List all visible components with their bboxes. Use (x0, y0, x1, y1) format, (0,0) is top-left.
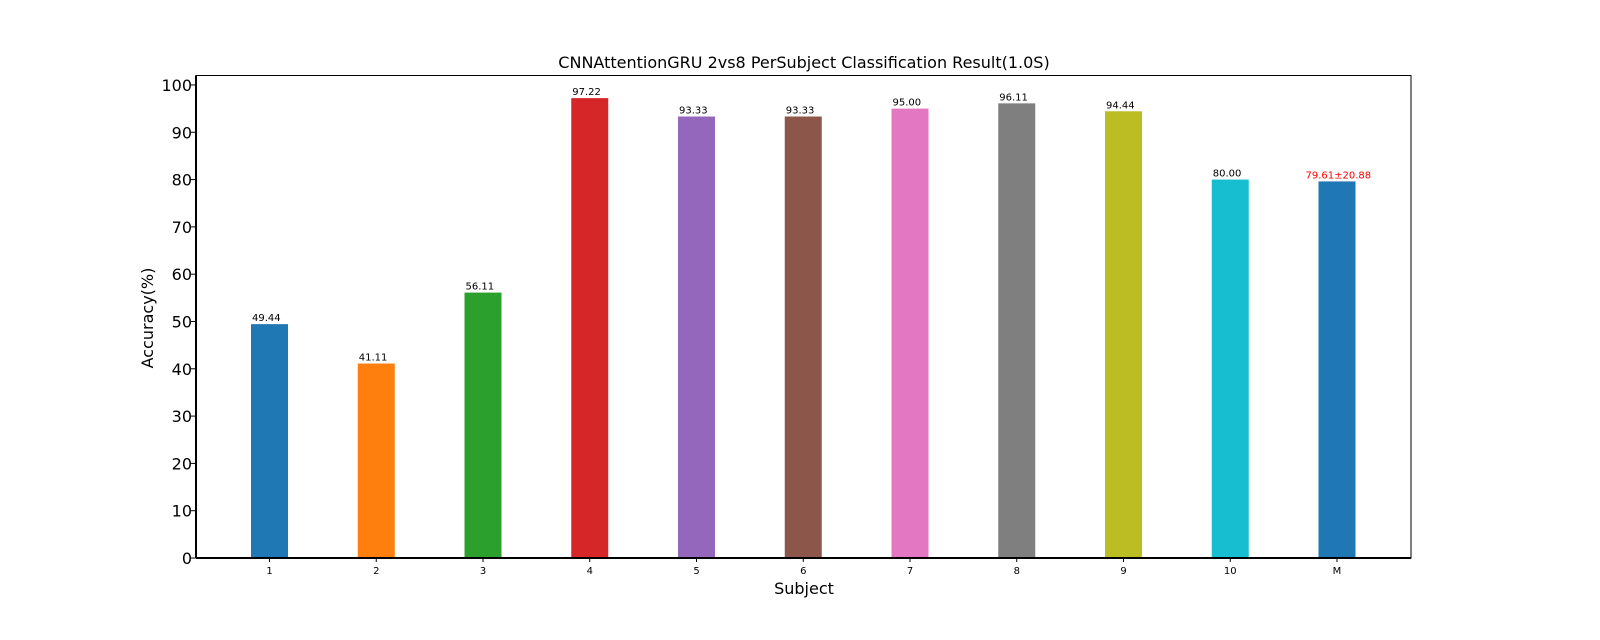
bar-subject-M (1318, 181, 1356, 558)
x-tick-label: 9 (1120, 566, 1126, 577)
data-label-M: 79.61±20.88 (1306, 170, 1372, 181)
x-axis-label: Subject (774, 579, 834, 598)
data-label-5: 93.33 (679, 106, 708, 117)
x-axis-ticks: 1 2 3 4 5 6 7 8 9 10 M (266, 558, 1341, 577)
data-label-9: 94.44 (1106, 100, 1135, 111)
chart-title: CNNAttentionGRU 2vs8 PerSubject Classifi… (558, 53, 1049, 72)
bar-subject-10 (1211, 179, 1249, 558)
data-label-2: 41.11 (359, 353, 388, 364)
x-tick-label: 1 (266, 566, 272, 577)
x-tick-label: M (1333, 566, 1342, 577)
data-label-3: 56.11 (466, 282, 495, 293)
y-tick-label: 20 (172, 454, 192, 473)
x-tick-label: 8 (1014, 566, 1020, 577)
y-tick-label: 100 (161, 76, 192, 95)
y-tick-label: 30 (172, 407, 192, 426)
y-tick-label: 90 (172, 123, 192, 142)
x-tick-label: 7 (907, 566, 913, 577)
data-label-1: 49.44 (252, 313, 281, 324)
bar-subject-6 (784, 116, 822, 558)
bar-subject-9 (1105, 111, 1142, 558)
x-tick-label: 5 (693, 566, 699, 577)
y-tick-label: 10 (172, 502, 192, 521)
y-axis-ticks: 0 10 20 30 40 50 60 70 80 90 100 (161, 76, 196, 568)
bar-subject-3 (464, 292, 502, 558)
bar-subject-7 (891, 108, 929, 559)
x-tick-label: 2 (373, 566, 379, 577)
bar-subject-4 (571, 98, 609, 559)
y-tick-label: 60 (172, 265, 192, 284)
y-tick-label: 0 (182, 549, 192, 568)
data-label-4: 97.22 (572, 87, 601, 98)
data-labels: 49.44 41.11 56.11 97.22 93.33 93.33 95.00 96.11… (252, 87, 1371, 363)
data-label-8: 96.11 (999, 92, 1028, 103)
x-tick-label: 10 (1224, 566, 1237, 577)
y-tick-label: 40 (172, 360, 192, 379)
y-tick-label: 50 (172, 312, 192, 331)
y-axis-label: Accuracy(%) (138, 268, 157, 369)
bar-subject-8 (998, 103, 1036, 559)
y-tick-label: 80 (172, 171, 192, 190)
data-label-6: 93.33 (786, 106, 815, 117)
bars (251, 98, 1356, 559)
x-tick-label: 3 (480, 566, 486, 577)
data-label-10: 80.00 (1213, 169, 1242, 180)
bar-subject-1 (251, 324, 288, 558)
bar-subject-2 (357, 363, 395, 558)
bar-subject-5 (678, 116, 715, 558)
x-tick-label: 4 (587, 566, 593, 577)
x-tick-label: 6 (800, 566, 806, 577)
data-label-7: 95.00 (893, 98, 922, 109)
y-tick-label: 70 (172, 218, 192, 237)
